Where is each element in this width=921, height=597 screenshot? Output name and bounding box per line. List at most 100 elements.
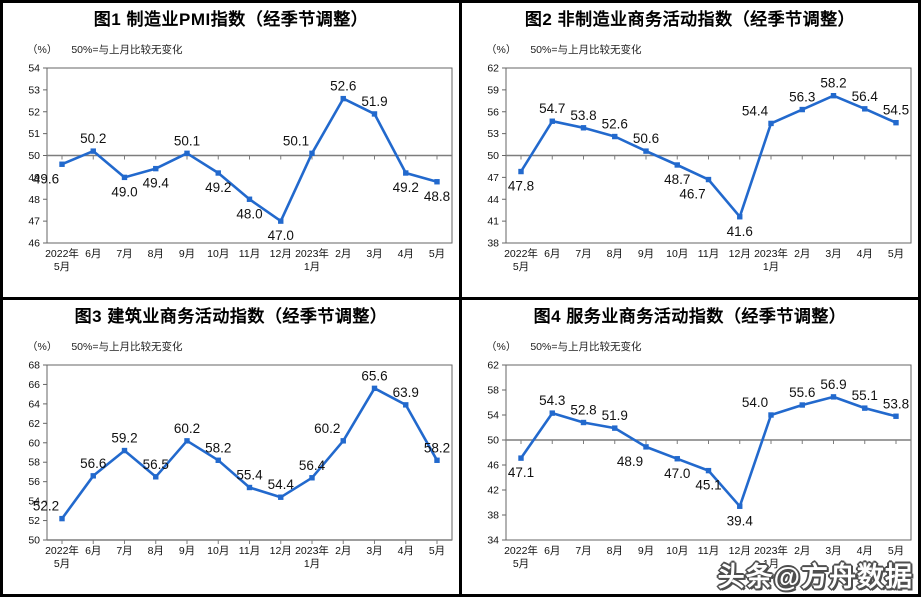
value-label: 53.8 — [883, 397, 909, 412]
x-tick-label: 2022年 5月 — [45, 247, 79, 273]
data-point — [737, 214, 743, 220]
value-label: 50.6 — [633, 132, 659, 147]
x-tick-label: 5月 — [888, 545, 904, 557]
data-point — [674, 162, 680, 169]
x-tick-label: 7月 — [575, 248, 591, 260]
data-point — [153, 166, 159, 172]
x-tick-label: 5月 — [888, 248, 904, 260]
value-label: 52.2 — [33, 499, 59, 514]
x-tick-label: 4月 — [398, 545, 414, 557]
x-tick-label: 2023年 1月 — [754, 247, 788, 273]
y-tick-label: 62 — [487, 63, 499, 75]
value-label: 56.4 — [299, 458, 326, 473]
chart-title-figure-1: 图1 制造业PMI指数（经季节调整） — [93, 10, 369, 29]
panel-figure-1: 图1 制造业PMI指数（经季节调整） （%） 50%=与上月比较无变化 46 47… — [3, 3, 459, 297]
data-point — [518, 455, 524, 462]
y-tick-label: 50 — [28, 535, 40, 547]
y-tick-label: 50 — [487, 435, 499, 447]
data-point — [518, 169, 524, 175]
y-tick-label: 64 — [28, 399, 40, 411]
data-point — [90, 148, 96, 155]
data-point — [768, 121, 774, 127]
series-line — [60, 97, 439, 223]
y-tick-label: 50 — [487, 150, 499, 162]
x-tick-label: 2023年 1月 — [295, 247, 329, 273]
x-tick-label: 7月 — [575, 545, 591, 557]
value-label: 55.1 — [852, 389, 878, 404]
value-label: 47.0 — [664, 466, 690, 481]
x-tick-label: 3月 — [825, 545, 841, 557]
value-label: 54.4 — [268, 478, 295, 493]
data-point — [403, 402, 409, 408]
value-label: 50.1 — [283, 134, 309, 149]
x-tick-label: 8月 — [607, 248, 623, 260]
data-point — [549, 118, 555, 125]
x-tick-label: 7月 — [116, 248, 132, 260]
x-tick-label: 6月 — [85, 545, 101, 557]
data-point — [121, 175, 128, 181]
data-point — [309, 151, 315, 157]
value-label: 47.0 — [268, 229, 294, 244]
chart-subtitle-figure-1: （%） 50%=与上月比较无变化 — [27, 42, 459, 57]
data-point — [549, 410, 555, 417]
value-label: 48.8 — [424, 189, 450, 204]
data-point — [246, 485, 253, 491]
value-label: 55.4 — [236, 468, 263, 483]
x-tick-label: 4月 — [857, 248, 873, 260]
chart-subtitle-figure-3: （%） 50%=与上月比较无变化 — [27, 339, 459, 354]
data-point — [799, 107, 805, 113]
value-label: 58.2 — [424, 441, 450, 456]
x-tick-label: 6月 — [85, 248, 101, 260]
y-tick-label: 42 — [487, 485, 499, 497]
x-tick-label: 3月 — [366, 248, 382, 260]
value-label: 59.2 — [111, 431, 137, 446]
reference-note: 50%=与上月比较无变化 — [530, 341, 642, 354]
reference-note: 50%=与上月比较无变化 — [71, 341, 183, 354]
value-label: 49.0 — [111, 185, 137, 200]
data-point — [309, 475, 315, 481]
x-tick-label: 2月 — [794, 545, 810, 557]
value-label: 48.7 — [664, 172, 690, 187]
unit-label: （%） — [27, 341, 58, 354]
x-tick-label: 9月 — [638, 248, 654, 260]
x-tick-label: 6月 — [544, 248, 560, 260]
data-point — [371, 386, 378, 392]
x-tick-label: 12月 — [729, 545, 751, 557]
data-point — [737, 503, 743, 510]
unit-label: （%） — [486, 341, 517, 354]
y-tick-label: 56 — [28, 477, 40, 489]
y-tick-label: 53 — [487, 129, 499, 141]
y-tick-label: 51 — [28, 129, 40, 141]
y-tick-label: 60 — [28, 438, 40, 450]
value-label: 56.5 — [143, 457, 169, 472]
y-tick-label: 46 — [28, 238, 40, 250]
x-tick-label: 2022年 5月 — [504, 544, 538, 570]
data-point — [580, 125, 587, 131]
x-tick-label: 12月 — [270, 545, 292, 557]
data-point — [59, 161, 65, 168]
x-tick-label: 5月 — [429, 248, 445, 260]
reference-note: 50%=与上月比较无变化 — [71, 44, 183, 57]
series-line — [60, 387, 439, 521]
data-point — [705, 468, 712, 474]
value-label: 49.2 — [205, 180, 231, 195]
x-tick-label: 10月 — [207, 545, 229, 557]
y-tick-label: 62 — [487, 360, 499, 372]
data-point — [434, 179, 440, 185]
data-point — [799, 402, 805, 409]
data-point — [403, 170, 409, 177]
data-point — [893, 120, 899, 126]
panel-figure-2: 图2 非制造业商务活动指数（经季节调整） （%） 50%=与上月比较无变化 38… — [462, 3, 918, 297]
y-tick-label: 62 — [28, 418, 40, 430]
value-label: 60.2 — [314, 421, 340, 436]
x-tick-label: 2023年 1月 — [295, 544, 329, 570]
y-tick-label: 52 — [28, 515, 40, 527]
x-tick-label: 9月 — [179, 248, 195, 260]
data-point — [215, 457, 221, 464]
line-chart-figure-2: 38 41 44 47 50 53 56 59 62 2022年 5月 6月 7月 8月 9月 10月 11月 1… — [487, 63, 912, 273]
y-tick-label: 59 — [487, 85, 499, 97]
data-point — [612, 425, 618, 432]
y-tick-label: 38 — [487, 238, 499, 250]
y-tick-label: 44 — [487, 194, 499, 206]
